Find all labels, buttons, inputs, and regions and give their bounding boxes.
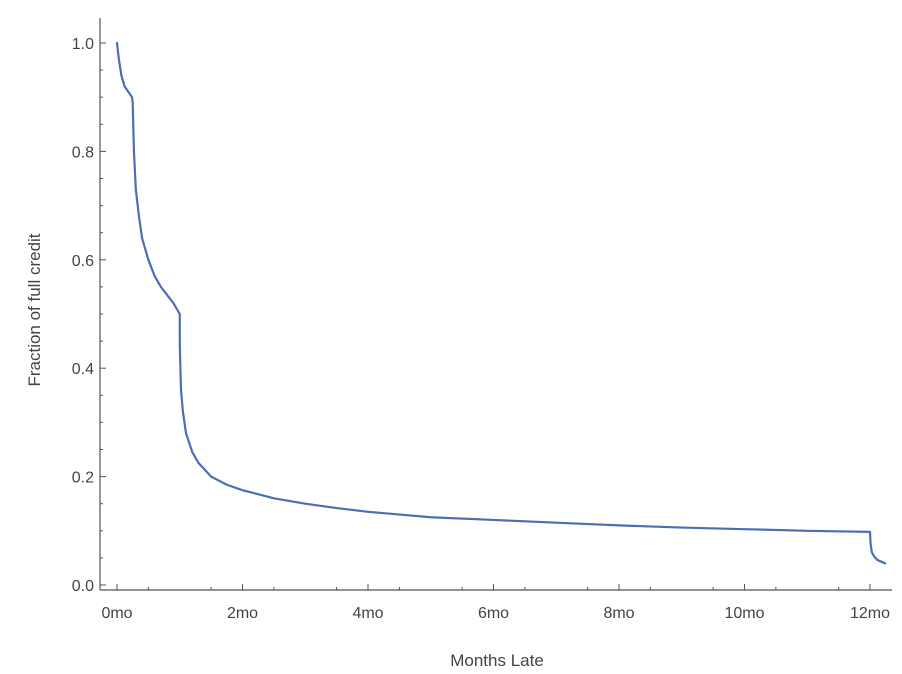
y-axis-label: Fraction of full credit <box>25 233 44 386</box>
y-tick-label: 1.0 <box>72 36 94 53</box>
x-tick-label: 6mo <box>478 605 509 622</box>
x-tick-label: 4mo <box>352 605 383 622</box>
x-tick-label: 0mo <box>101 605 132 622</box>
x-tick-label: 2mo <box>227 605 258 622</box>
x-axis-label: Months Late <box>450 651 544 670</box>
series-line <box>115 41 887 565</box>
x-ticks: 0mo 2mo 4mo 6mo 8mo 10mo 12mo <box>101 584 890 622</box>
plot-area: 0mo 2mo 4mo 6mo 8mo 10mo 12mo 0.0 0.2 0.4 0.6 0.8 1… <box>72 18 892 622</box>
y-tick-label: 0.2 <box>72 470 94 487</box>
y-tick-label: 0.4 <box>72 361 94 378</box>
x-tick-label: 8mo <box>603 605 634 622</box>
y-tick-label: 0.8 <box>72 144 94 161</box>
y-ticks: 0.0 0.2 0.4 0.6 0.8 1.0 <box>72 36 106 595</box>
x-tick-label: 12mo <box>850 605 890 622</box>
y-tick-label: 0.0 <box>72 578 94 595</box>
x-tick-label: 10mo <box>724 605 764 622</box>
y-tick-label: 0.6 <box>72 253 94 270</box>
